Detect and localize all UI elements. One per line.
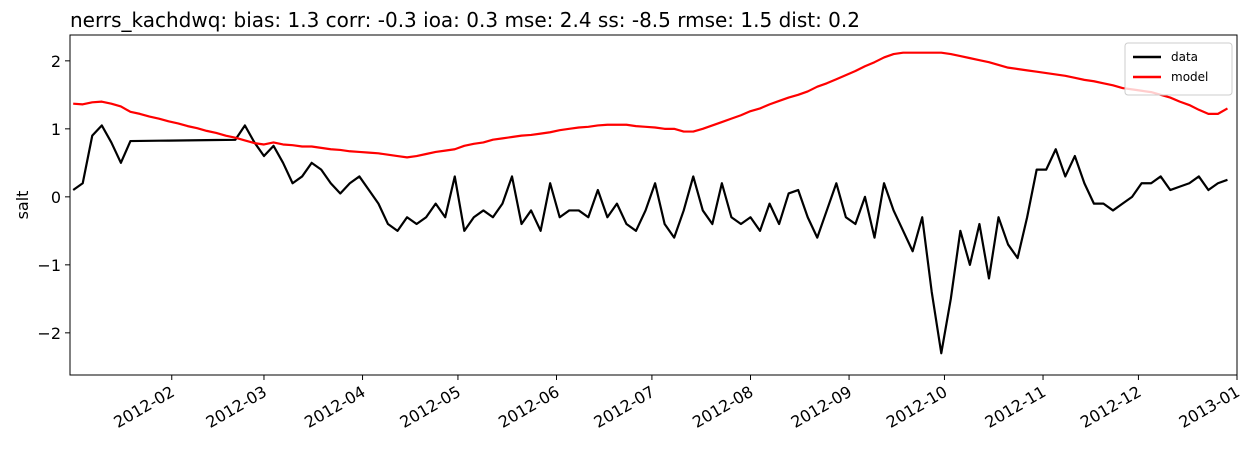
legend-label: model <box>1171 70 1208 84</box>
y-tick-label: 1 <box>51 120 61 139</box>
x-tick-label: 2012-11 <box>982 382 1049 432</box>
x-tick-label: 2012-03 <box>203 382 270 432</box>
x-tick-label: 2012-12 <box>1077 382 1144 432</box>
series-line <box>73 51 1229 159</box>
y-axis-label: salt <box>13 191 32 220</box>
y-tick-label: −1 <box>37 256 61 275</box>
series-line <box>72 124 1228 355</box>
chart-title: nerrs_kachdwq: bias: 1.3 corr: -0.3 ioa:… <box>70 8 860 32</box>
legend-label: data <box>1171 50 1198 64</box>
x-tick-label: 2012-04 <box>301 382 368 432</box>
x-tick-label: 2012-08 <box>689 382 756 432</box>
y-tick-label: −2 <box>37 324 61 343</box>
x-tick-label: 2012-05 <box>397 382 464 432</box>
x-tick-label: 2012-06 <box>495 382 562 432</box>
x-tick-label: 2013-01 <box>1176 382 1243 432</box>
y-tick-label: 2 <box>51 52 61 71</box>
x-tick-label: 2012-07 <box>591 382 658 432</box>
x-tick-label: 2012-02 <box>110 382 177 432</box>
y-tick-label: 0 <box>51 188 61 207</box>
x-tick-label: 2012-10 <box>883 382 950 432</box>
x-tick-label: 2012-09 <box>788 382 855 432</box>
axes-frame <box>69 34 1238 376</box>
